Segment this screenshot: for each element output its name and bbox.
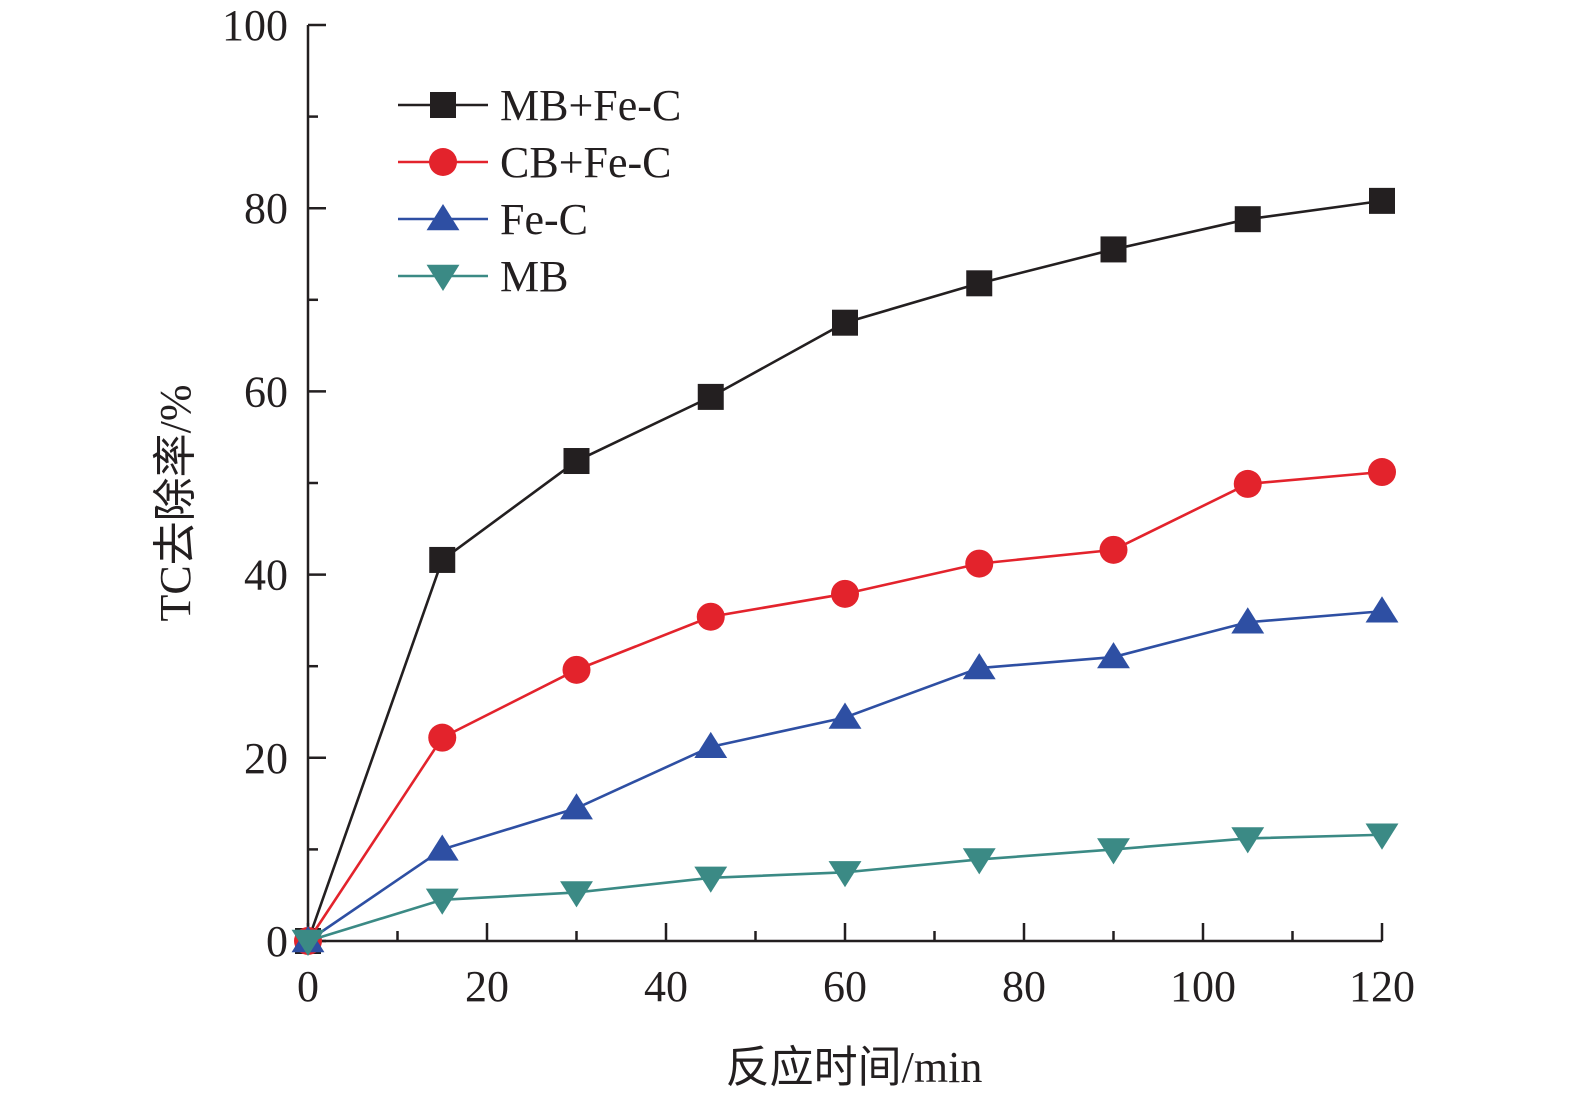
legend-item-mb-fe-c: MB+Fe-C [398, 81, 681, 130]
data-point-mb [1231, 827, 1265, 854]
y-tick-label: 20 [244, 734, 288, 783]
series-layer [291, 187, 1399, 956]
data-point-mb [1365, 823, 1399, 850]
legend-label-mb: MB [500, 252, 568, 301]
data-point-cb-fe-c [965, 549, 994, 578]
data-point-mb [962, 848, 996, 875]
legend-marker-cb-fe-c [429, 148, 457, 176]
data-point-cb-fe-c [428, 723, 457, 752]
data-point-mb-fe-c [563, 448, 590, 475]
data-point-fe-c [425, 834, 459, 861]
legend-label-fe-c: Fe-C [500, 195, 588, 244]
y-tick-label: 0 [266, 917, 288, 966]
data-point-fe-c [1365, 596, 1399, 623]
series-mb [291, 823, 1399, 956]
data-point-cb-fe-c [562, 655, 591, 684]
x-axis-title: 反应时间/min [726, 1043, 983, 1092]
data-point-fe-c [1097, 642, 1130, 669]
data-point-fe-c [962, 653, 996, 680]
data-point-mb-fe-c [1369, 187, 1395, 214]
y-tick-label: 100 [222, 1, 288, 50]
data-point-cb-fe-c [1368, 458, 1396, 487]
data-point-mb [694, 866, 728, 893]
x-tick-label: 100 [1170, 962, 1236, 1011]
data-point-cb-fe-c [696, 602, 725, 631]
legend-marker-mb-fe-c [430, 92, 456, 118]
legend-label-cb-fe-c: CB+Fe-C [500, 138, 672, 187]
y-tick-label: 80 [244, 184, 288, 233]
y-tick-label: 40 [244, 551, 288, 600]
x-tick-label: 0 [297, 962, 319, 1011]
x-tick-label: 60 [823, 962, 867, 1011]
data-point-mb-fe-c [429, 546, 456, 573]
data-point-mb-fe-c [1234, 206, 1261, 233]
data-point-mb-fe-c [966, 270, 993, 297]
data-point-fe-c [828, 702, 862, 729]
legend-marker-mb [426, 264, 460, 291]
legend: MB+Fe-C CB+Fe-C Fe-C MB [398, 81, 681, 301]
data-point-cb-fe-c [1099, 535, 1128, 564]
data-point-cb-fe-c [831, 579, 859, 608]
legend-item-cb-fe-c: CB+Fe-C [398, 138, 672, 187]
data-point-fe-c [1231, 607, 1265, 634]
data-point-mb [560, 881, 593, 908]
x-tick-label: 120 [1349, 962, 1415, 1011]
x-tick-label: 80 [1002, 962, 1046, 1011]
data-point-mb [828, 861, 862, 888]
legend-item-mb: MB [398, 252, 568, 301]
axes: 0 20 40 60 80 100 120 0 20 40 60 80 100 [222, 1, 1415, 1011]
data-point-mb [1097, 838, 1130, 865]
data-point-fe-c [560, 793, 593, 820]
data-point-mb-fe-c [697, 383, 724, 410]
data-point-mb-fe-c [1100, 236, 1127, 263]
legend-marker-fe-c [426, 204, 460, 231]
data-point-fe-c [694, 731, 728, 759]
legend-label-mb-fe-c: MB+Fe-C [500, 81, 681, 130]
data-point-mb-fe-c [832, 309, 858, 336]
x-tick-label: 40 [644, 962, 688, 1011]
series-line-fe-c [307, 609, 1383, 943]
y-axis-title: TC去除率/% [151, 384, 200, 621]
x-tick-label: 20 [465, 962, 509, 1011]
legend-item-fe-c: Fe-C [398, 195, 588, 244]
data-point-mb [291, 929, 325, 956]
data-point-mb [425, 888, 459, 915]
data-point-cb-fe-c [1233, 469, 1262, 498]
y-tick-label: 60 [244, 367, 288, 416]
